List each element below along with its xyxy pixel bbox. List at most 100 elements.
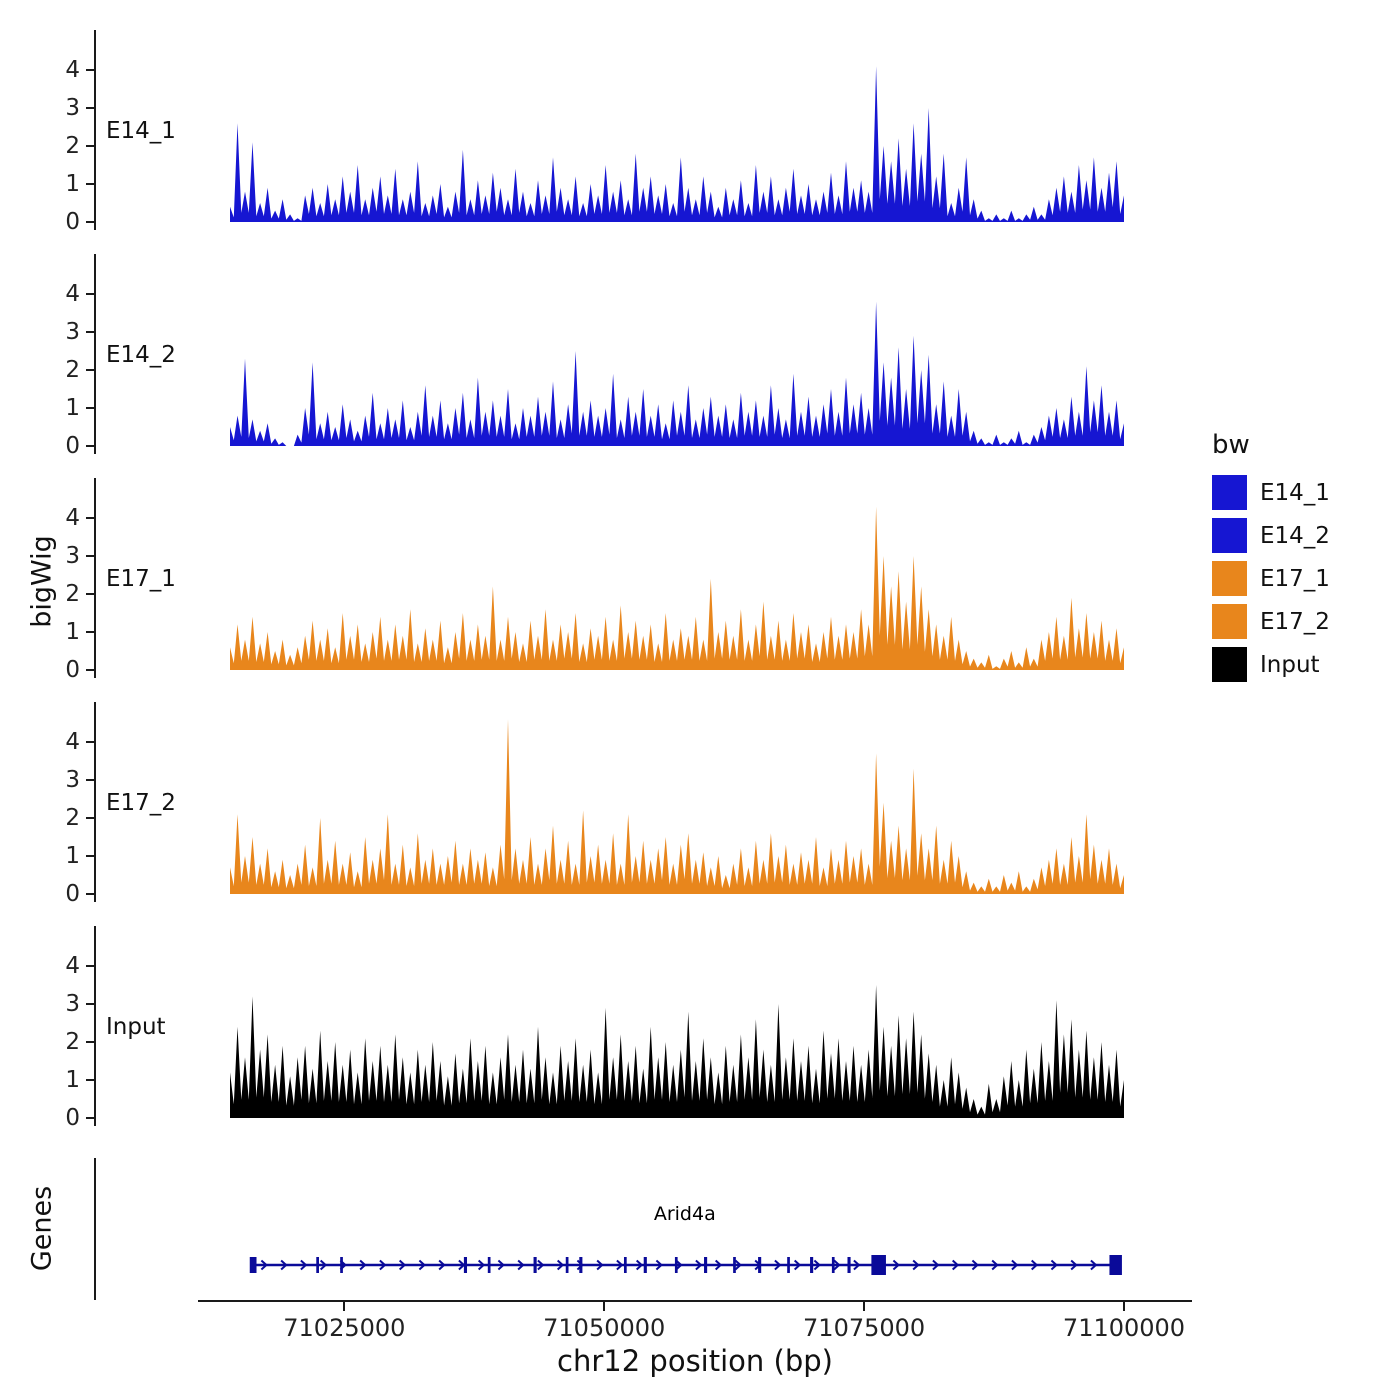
x-tick-label: 71025000 xyxy=(283,1314,406,1342)
x-tick-label: 71050000 xyxy=(543,1314,666,1342)
coverage-area-E17_2 xyxy=(230,719,1124,894)
y-tick-label: 3 xyxy=(65,319,80,345)
x-axis-title: chr12 position (bp) xyxy=(557,1344,833,1378)
y-tick-label: 4 xyxy=(65,953,80,979)
track-label-Input: Input xyxy=(106,1014,166,1040)
y-tick-label: 1 xyxy=(65,619,80,645)
gene-panel: Arid4a xyxy=(0,1158,1400,1300)
y-tick-label: 2 xyxy=(65,581,80,607)
track-label-E17_2: E17_2 xyxy=(106,790,176,816)
track-label-E17_1: E17_1 xyxy=(106,566,176,592)
gene-name-label: Arid4a xyxy=(654,1203,716,1225)
legend-label-E17_1: E17_1 xyxy=(1260,565,1330,592)
y-tick-label: 0 xyxy=(65,433,80,459)
x-tick-mark xyxy=(343,1302,346,1311)
legend-swatch-Input xyxy=(1212,647,1247,682)
y-tick-mark xyxy=(86,331,94,333)
track-panel-E14_1: 0 1 2 3 4 E14_1 xyxy=(0,30,1400,234)
y-tick-label: 4 xyxy=(65,57,80,83)
x-axis-line xyxy=(198,1300,1192,1302)
legend: bw E14_1 E14_2 E17_1 E17_2 Input xyxy=(1212,430,1392,690)
y-axis-line xyxy=(94,926,96,1126)
y-tick-label: 3 xyxy=(65,767,80,793)
legend-entry-E14_2: E14_2 xyxy=(1212,518,1392,553)
track-panel-Input: 0 1 2 3 4 Input xyxy=(0,926,1400,1130)
track-label-E14_2: E14_2 xyxy=(106,342,176,368)
y-tick-label: 1 xyxy=(65,1067,80,1093)
y-tick-mark xyxy=(86,593,94,595)
legend-label-E14_2: E14_2 xyxy=(1260,522,1330,549)
y-tick-label: 2 xyxy=(65,357,80,383)
track-panel-E17_2: 0 1 2 3 4 E17_2 xyxy=(0,702,1400,906)
y-tick-label: 3 xyxy=(65,95,80,121)
legend-entry-Input: Input xyxy=(1212,647,1392,682)
y-tick-mark xyxy=(86,741,94,743)
coverage-area-E17_1 xyxy=(230,506,1124,670)
x-tick-mark xyxy=(1123,1302,1125,1311)
y-tick-mark xyxy=(86,817,94,819)
legend-items: E14_1 E14_2 E17_1 E17_2 Input xyxy=(1212,475,1392,682)
y-tick-mark xyxy=(86,293,94,295)
y-tick-mark xyxy=(86,631,94,633)
y-tick-mark xyxy=(86,779,94,781)
x-axis: 71025000 71050000 71075000 71100000 xyxy=(0,1300,1400,1350)
y-tick-label: 0 xyxy=(65,881,80,907)
y-tick-label: 0 xyxy=(65,1105,80,1131)
y-tick-label: 3 xyxy=(65,543,80,569)
y-tick-label: 1 xyxy=(65,395,80,421)
y-tick-mark xyxy=(86,555,94,557)
y-tick-label: 2 xyxy=(65,805,80,831)
y-tick-label: 1 xyxy=(65,171,80,197)
y-tick-mark xyxy=(86,1117,94,1119)
y-tick-mark xyxy=(86,107,94,109)
legend-swatch-E17_2 xyxy=(1212,604,1247,639)
legend-label-E14_1: E14_1 xyxy=(1260,479,1330,506)
x-tick-mark xyxy=(603,1302,606,1311)
y-tick-mark xyxy=(86,893,94,895)
y-tick-label: 2 xyxy=(65,1029,80,1055)
y-tick-mark xyxy=(86,855,94,857)
y-tick-label: 4 xyxy=(65,729,80,755)
x-tick-mark xyxy=(863,1302,866,1311)
y-tick-mark xyxy=(86,965,94,967)
legend-swatch-E14_1 xyxy=(1212,475,1247,510)
legend-label-Input: Input xyxy=(1260,651,1320,678)
genes-axis-line xyxy=(94,1158,96,1300)
legend-entry-E17_1: E17_1 xyxy=(1212,561,1392,596)
track-panel-E17_1: 0 1 2 3 4 E17_1 xyxy=(0,478,1400,682)
y-axis-line xyxy=(94,478,96,678)
track-panel-E14_2: 0 1 2 3 4 E14_2 xyxy=(0,254,1400,458)
legend-swatch-E14_2 xyxy=(1212,518,1247,553)
x-tick-label: 71075000 xyxy=(803,1314,926,1342)
coverage-area-Input xyxy=(230,985,1124,1118)
coverage-area-E14_2 xyxy=(230,301,1124,446)
legend-entry-E17_2: E17_2 xyxy=(1212,604,1392,639)
gene-model-Arid4a: Arid4a xyxy=(249,1203,1122,1275)
y-tick-mark xyxy=(86,1003,94,1005)
legend-title: bw xyxy=(1212,430,1250,460)
y-tick-mark xyxy=(86,1041,94,1043)
y-tick-label: 4 xyxy=(65,505,80,531)
y-tick-mark xyxy=(86,145,94,147)
y-tick-mark xyxy=(86,445,94,447)
y-tick-mark xyxy=(86,69,94,71)
legend-entry-E14_1: E14_1 xyxy=(1212,475,1392,510)
y-tick-label: 2 xyxy=(65,133,80,159)
legend-label-E17_2: E17_2 xyxy=(1260,608,1330,635)
y-tick-label: 0 xyxy=(65,209,80,235)
track-label-E14_1: E14_1 xyxy=(106,118,176,144)
y-tick-mark xyxy=(86,1079,94,1081)
y-tick-mark xyxy=(86,369,94,371)
y-tick-label: 3 xyxy=(65,991,80,1017)
y-axis-line xyxy=(94,30,96,230)
coverage-area-E14_1 xyxy=(230,66,1124,222)
y-tick-mark xyxy=(86,407,94,409)
y-axis-line xyxy=(94,254,96,454)
y-tick-mark xyxy=(86,517,94,519)
y-tick-label: 1 xyxy=(65,843,80,869)
y-tick-mark xyxy=(86,183,94,185)
y-tick-label: 0 xyxy=(65,657,80,683)
x-tick-label: 71100000 xyxy=(1062,1314,1186,1342)
y-tick-mark xyxy=(86,669,94,671)
